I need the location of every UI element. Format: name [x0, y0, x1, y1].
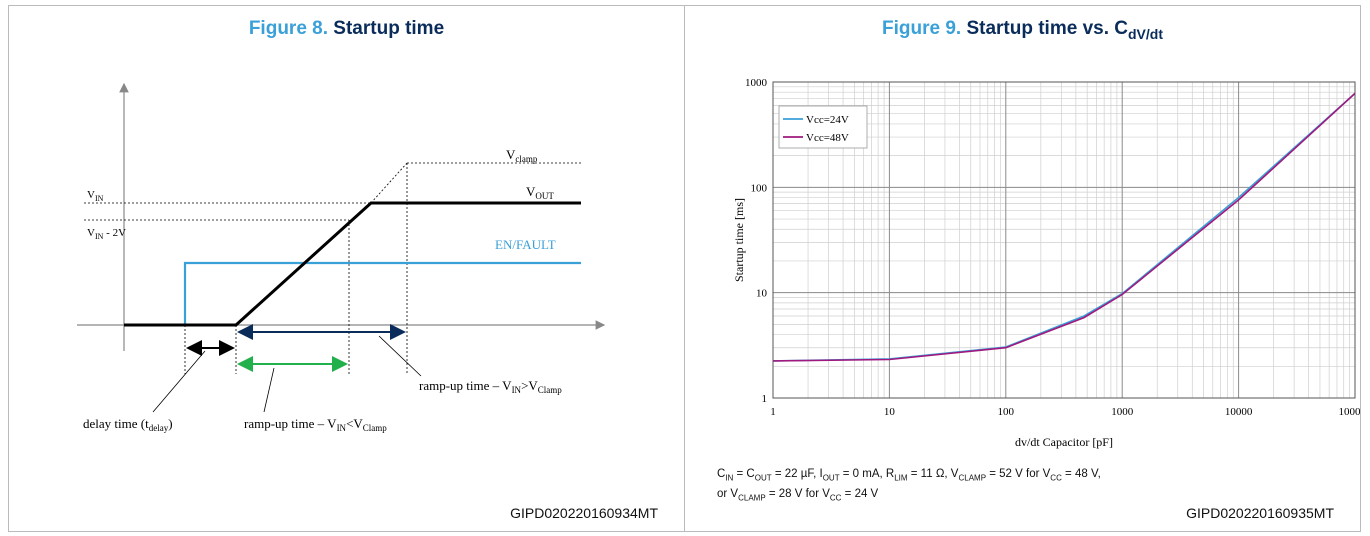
figure-9-panel: Figure 9. Startup time vs. CdV/dt 1 10 100… [684, 5, 1361, 532]
figure-9-caption: CIN = COUT = 22 µF, IOUT = 0 mA, RLIM = … [717, 466, 1357, 507]
x-tick-label: 100000 [1339, 406, 1361, 418]
x-tick-label: 1 [770, 406, 776, 418]
ramp-gt-label: ramp-up time – VIN>VClamp [419, 378, 562, 395]
ramp-gt-leader [378, 335, 422, 377]
x-tick-labels: 1 10 100 1000 10000 100000 [770, 406, 1360, 418]
figure-9-number: Figure 9. [881, 18, 962, 39]
x-axis-label: dv/dt Capacitor [pF] [1015, 435, 1113, 449]
legend-label-2: Vcc=48V [806, 132, 849, 144]
legend-box [778, 105, 868, 149]
vin-label: VIN [87, 189, 104, 203]
vclamp-ramp-line [370, 162, 408, 204]
startup-time-chart: 1 10 100 1000 10000 100000 1 10 100 1000 Vcc=24V… [732, 77, 1360, 449]
figure-8-title-text: Startup time [333, 18, 445, 39]
vout-trace [124, 201, 581, 327]
startup-time-diagram: Vclamp VOUT VIN VIN - 2V EN/FAULT delay … [77, 82, 606, 433]
figure-8-number: Figure 8. [248, 18, 329, 39]
vclamp-label: Vclamp [506, 147, 538, 164]
vout-label: VOUT [526, 184, 554, 201]
figure-8-title: Figure 8. Startup time [9, 18, 684, 40]
legend-label-1: Vcc=24V [806, 114, 849, 126]
x-tick-label: 100 [998, 406, 1015, 418]
ramp-lt-leader [263, 367, 275, 413]
y-tick-label: 1000 [745, 77, 768, 89]
x-tick-label: 10 [884, 406, 896, 418]
plot-frame [772, 81, 1356, 399]
series-line-2 [772, 92, 1356, 362]
figure-8-code: GIPD020220160934MT [510, 505, 658, 521]
delay-leader [152, 350, 206, 413]
vin-minus-2v-label: VIN - 2V [87, 227, 126, 241]
ramp-lt-label: ramp-up time – VIN<VClamp [244, 416, 387, 433]
figure-9-title: Figure 9. Startup time vs. CdV/dt [685, 18, 1360, 42]
caption-line-1: CIN = COUT = 22 µF, IOUT = 0 mA, RLIM = … [717, 468, 1101, 483]
y-axis-label: Startup time [ms] [732, 198, 746, 282]
figure-9-code: GIPD020220160935MT [1186, 505, 1334, 521]
enfault-label: EN/FAULT [495, 237, 556, 252]
y-tick-label: 100 [751, 182, 768, 194]
enfault-trace [124, 261, 581, 327]
x-tick-label: 1000 [1111, 406, 1134, 418]
x-tick-label: 10000 [1225, 406, 1253, 418]
y-tick-labels: 1 10 100 1000 [745, 77, 768, 405]
delay-time-label: delay time (tdelay) [83, 416, 173, 433]
legend: Vcc=24V Vcc=48V [778, 105, 868, 149]
y-tick-label: 1 [762, 393, 768, 405]
caption-line-2: or VCLAMP = 28 V for VCC = 24 V [717, 488, 879, 503]
figure-9-title-text: Startup time vs. C [966, 18, 1128, 39]
series-lines [772, 92, 1356, 362]
figure-9-title-sub: dV/dt [1128, 25, 1163, 42]
y-tick-label: 10 [756, 288, 768, 300]
figure-8-panel: Figure 8. Startup time [8, 5, 685, 532]
